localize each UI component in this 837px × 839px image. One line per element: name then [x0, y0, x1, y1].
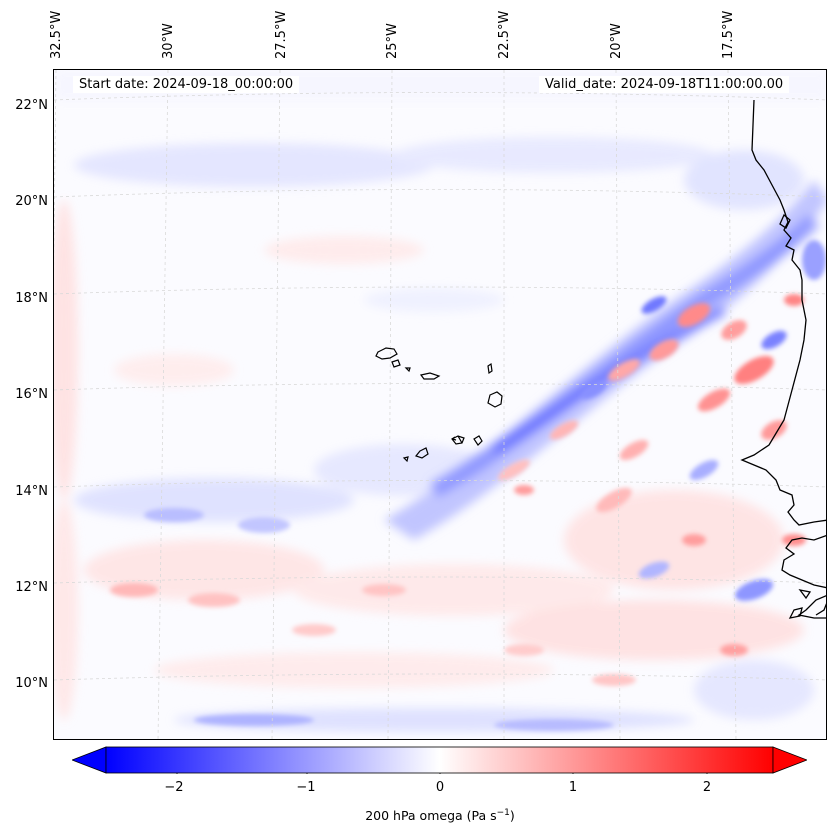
- omega-map: [54, 70, 826, 739]
- lon-label-20w: 20°W: [609, 23, 624, 59]
- colorbar-gradient: [105, 746, 774, 774]
- lon-label-27-5w: 27.5°W: [274, 10, 289, 59]
- valid-date-label: Valid_date: 2024-09-18T11:00:00.00: [539, 76, 790, 93]
- colorbar-tick-2: 2: [702, 780, 712, 795]
- lat-label-12n: 12°N: [15, 580, 48, 595]
- start-date-label: Start date: 2024-09-18_00:00:00: [73, 76, 300, 93]
- omega-field: [54, 70, 826, 732]
- lat-label-20n: 20°N: [15, 194, 48, 209]
- cape-verde-islands: [375, 347, 503, 463]
- colorbar-label-end: ): [509, 808, 515, 824]
- lon-label-25w: 25°W: [385, 23, 400, 59]
- lat-label-16n: 16°N: [15, 387, 48, 402]
- lon-label-22-5w: 22.5°W: [497, 10, 512, 59]
- lon-label-17-5w: 17.5°W: [721, 10, 736, 59]
- coastline: [740, 99, 826, 619]
- map-frame: [53, 69, 827, 740]
- colorbar-tick-neg2: −2: [164, 780, 184, 795]
- colorbar-label-sup: −1: [496, 808, 510, 818]
- colorbar-label-main: 200 hPa omega (Pa s: [365, 808, 497, 824]
- colorbar-tick-0: 0: [435, 780, 445, 795]
- colorbar-label: 200 hPa omega (Pa s−1): [0, 808, 837, 823]
- lat-label-14n: 14°N: [15, 484, 48, 499]
- gridlines: [54, 70, 826, 739]
- colorbar-tick-1: 1: [568, 780, 578, 795]
- colorbar: [72, 746, 807, 774]
- lat-label-18n: 18°N: [15, 291, 48, 306]
- colorbar-tick-neg1: −1: [296, 780, 316, 795]
- lat-label-22n: 22°N: [15, 98, 48, 113]
- lon-label-30w: 30°W: [161, 23, 176, 59]
- colorbar-extend-min: [72, 746, 107, 774]
- colorbar-extend-max: [772, 746, 807, 774]
- lat-label-10n: 10°N: [15, 676, 48, 691]
- colorbar-ticks: [176, 773, 708, 774]
- lon-label-32-5w: 32.5°W: [49, 10, 64, 59]
